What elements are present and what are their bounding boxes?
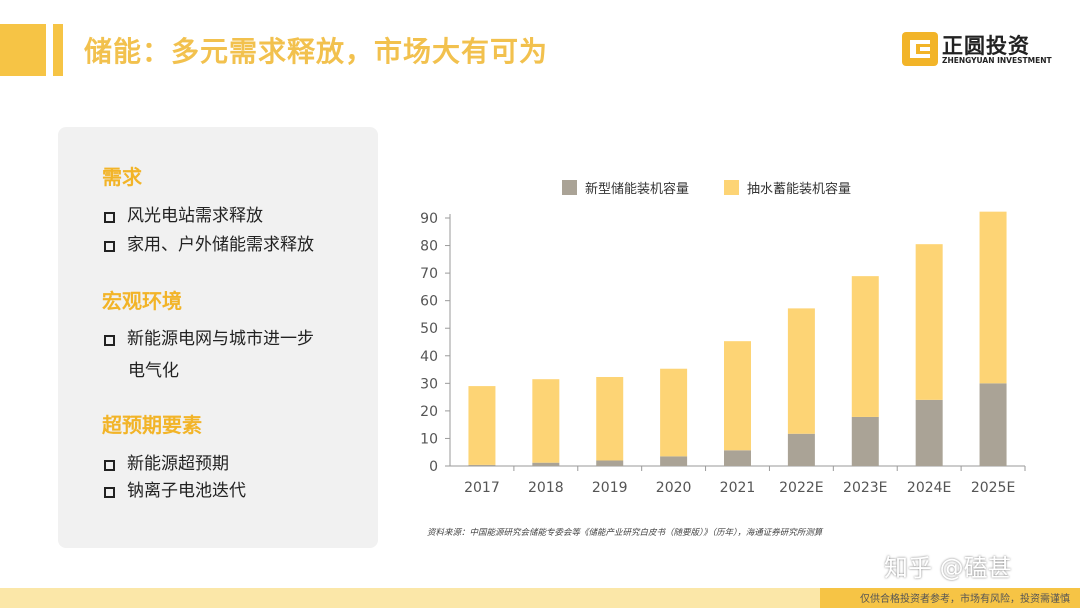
checkbox-bullet-icon: [104, 212, 115, 223]
bar-pumped-hydro: [596, 376, 624, 461]
bar-pumped-hydro: [787, 308, 815, 434]
drivers-panel: 需求 风光电站需求释放 家用、户外储能需求释放 宏观环境 新能源电网与城市进一步…: [58, 127, 378, 548]
x-tick-label: 2019: [592, 480, 628, 496]
y-tick-label: 30: [420, 376, 438, 392]
checkbox-bullet-icon: [104, 487, 115, 498]
legend-swatch: [724, 180, 739, 195]
bar-new-storage: [979, 383, 1007, 466]
y-tick-label: 10: [420, 431, 438, 447]
bar-new-storage: [660, 456, 688, 466]
bar-pumped-hydro: [915, 244, 943, 400]
section-title-demand: 需求: [102, 165, 142, 189]
legend-swatch: [562, 180, 577, 195]
source-note: 资料来源：中国能源研究会储能专委会等《储能产业研究白皮书（随要版）》（历年），海…: [427, 528, 823, 538]
stacked-bar-chart: 0 10 20 30 40 50 60 70 80 90 2017 2018 2019 2020 2021 2…: [420, 211, 1026, 496]
checkbox-bullet-icon: [104, 460, 115, 471]
x-tick-label: 2024E: [907, 480, 951, 496]
header-accent-stripe: [53, 24, 63, 76]
x-tick-label: 2018: [528, 480, 564, 496]
bullet-item: 风光电站需求释放: [104, 206, 263, 232]
bar-new-storage: [468, 464, 496, 466]
x-tick-label: 2025E: [971, 480, 1015, 496]
x-tick-label: 2022E: [779, 480, 823, 496]
footer-band-light: [0, 588, 820, 608]
x-tick-label: 2023E: [843, 480, 887, 496]
y-tick-label: 80: [420, 239, 438, 255]
x-tick-label: 2021: [720, 480, 756, 496]
legend-item-pumped-hydro: 抽水蓄能装机容量: [724, 178, 851, 197]
header-accent-block: [0, 24, 46, 76]
bar-new-storage: [596, 460, 624, 466]
bullet-item: 新能源电网与城市进一步: [104, 329, 314, 355]
bullet-item: 新能源超预期: [104, 454, 229, 480]
x-tick-label: 2020: [656, 480, 692, 496]
company-logo: 正圆投资 ZHENGYUAN INVESTMENT: [902, 32, 1062, 72]
section-title-macro: 宏观环境: [102, 289, 182, 313]
bullet-item: 钠离子电池迭代: [104, 481, 246, 507]
footer-disclaimer: 仅供合格投资者参考，市场有风险，投资需谨慎: [860, 594, 1070, 605]
logo-mark-icon: [902, 32, 938, 66]
bar-pumped-hydro: [532, 379, 560, 463]
y-tick-label: 40: [420, 349, 438, 365]
bar-pumped-hydro: [724, 341, 751, 451]
bar-new-storage: [851, 416, 879, 466]
watermark: 知乎 @磕甚: [884, 554, 1012, 582]
bar-pumped-hydro: [851, 276, 879, 417]
y-tick-label: 50: [420, 321, 438, 337]
y-tick-label: 20: [420, 404, 438, 420]
page-title: 储能：多元需求释放，市场大有可为: [84, 35, 549, 68]
y-tick-label: 70: [420, 266, 438, 282]
checkbox-bullet-icon: [104, 335, 115, 346]
bar-pumped-hydro: [660, 368, 688, 457]
legend-item-new-storage: 新型储能装机容量: [562, 178, 689, 197]
bar-pumped-hydro: [979, 211, 1007, 384]
bullet-item-continuation: 电气化: [128, 361, 179, 381]
checkbox-bullet-icon: [104, 241, 115, 252]
y-tick-label: 90: [420, 211, 438, 227]
y-tick-label: 0: [429, 459, 438, 475]
bar-new-storage: [915, 399, 943, 466]
bar-new-storage: [787, 433, 815, 466]
y-tick-label: 60: [420, 294, 438, 310]
bar-pumped-hydro: [468, 386, 496, 465]
x-tick-label: 2017: [464, 480, 500, 496]
bar-new-storage: [532, 462, 560, 466]
logo-text-cn: 正圆投资: [942, 34, 1030, 58]
bar-new-storage: [724, 450, 751, 466]
logo-text-en: ZHENGYUAN INVESTMENT: [942, 56, 1052, 65]
section-title-upside: 超预期要素: [102, 413, 202, 437]
bullet-item: 家用、户外储能需求释放: [104, 235, 314, 261]
